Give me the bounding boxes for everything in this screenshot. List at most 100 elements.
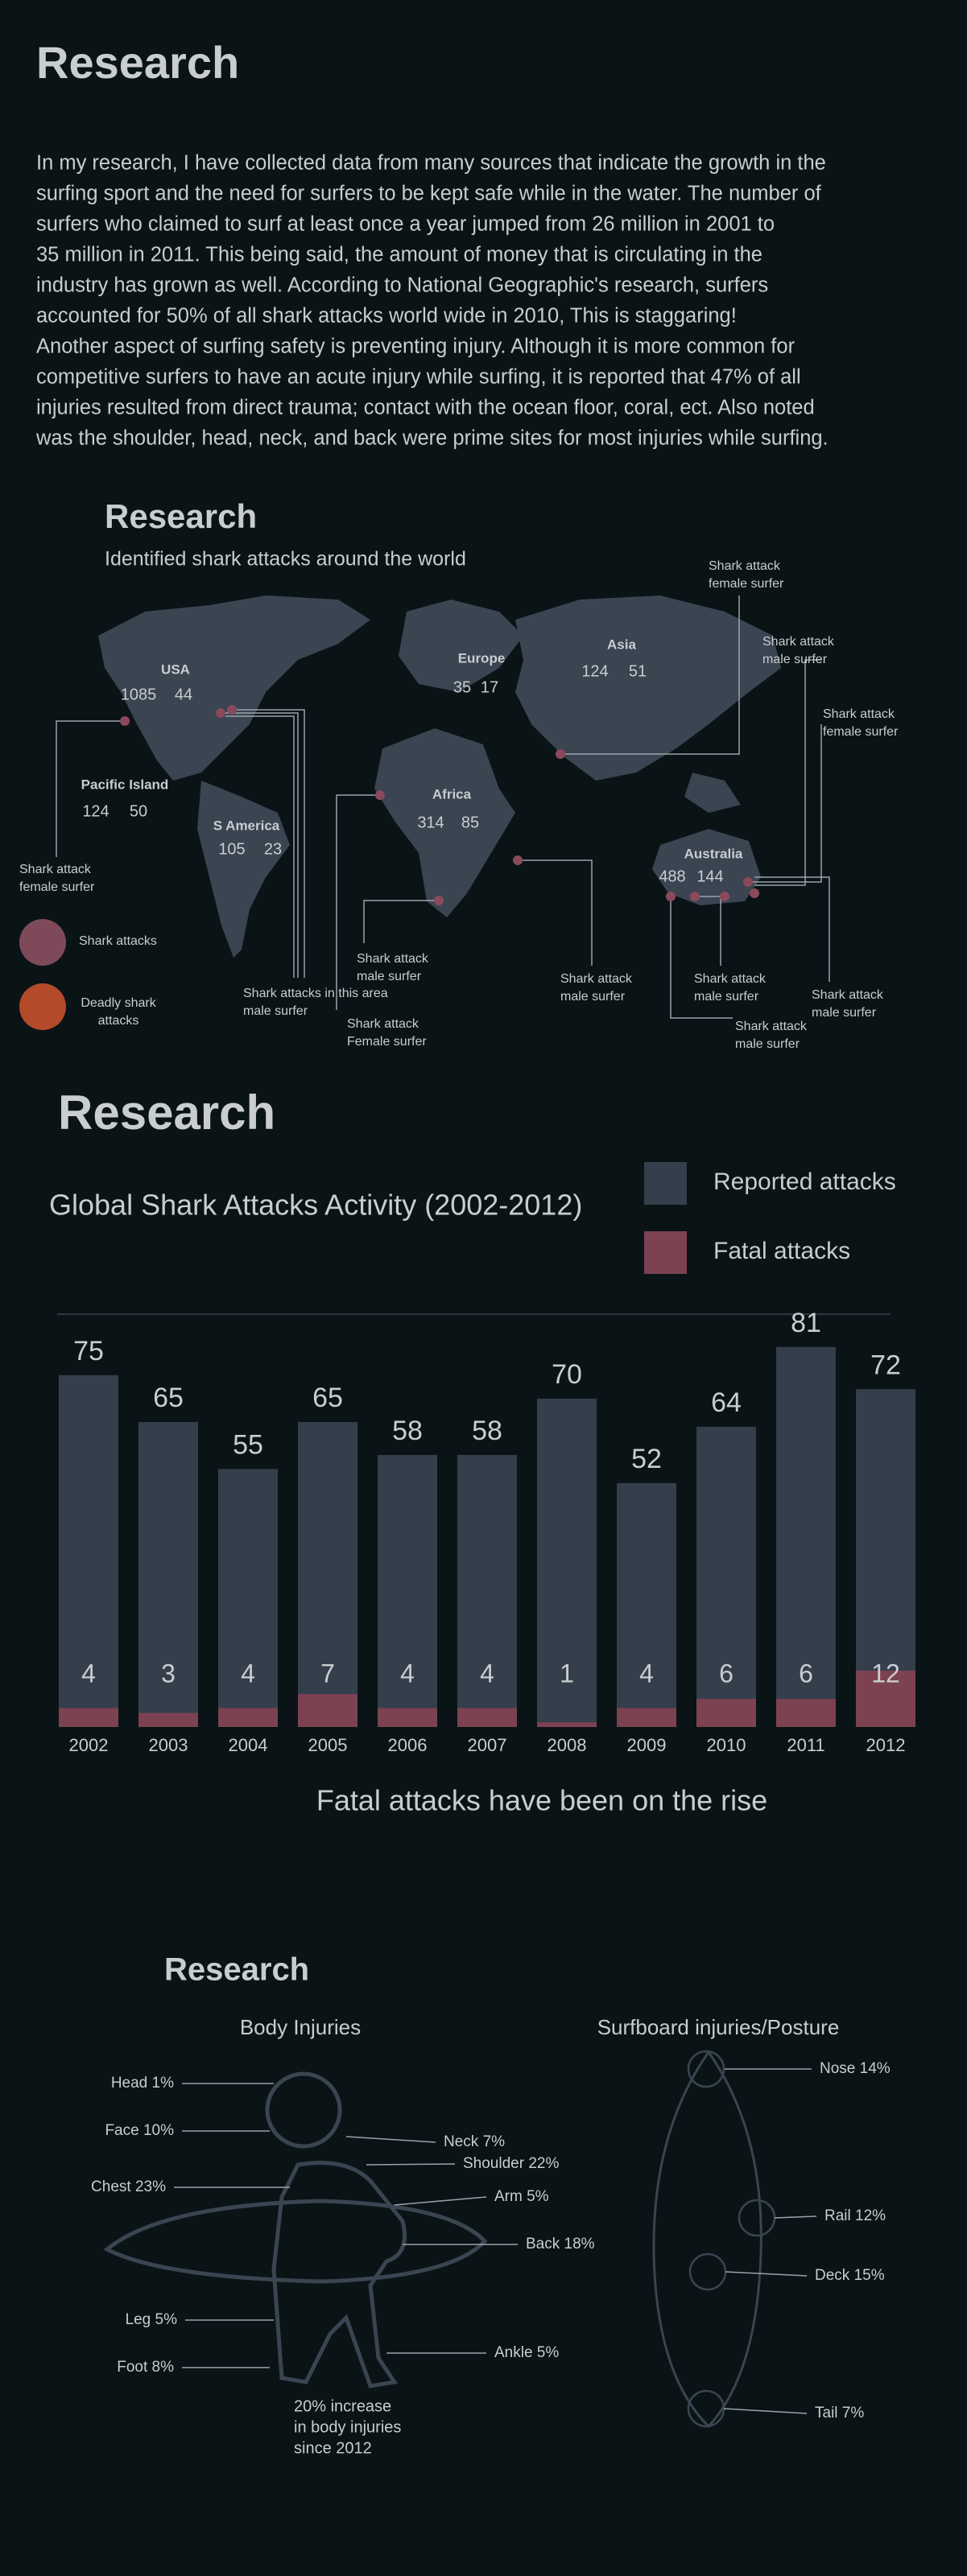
paragraph-line: industry has grown as well. According to… bbox=[36, 274, 768, 297]
body-figure bbox=[103, 2050, 776, 2429]
callout-label: Shark attacks in this area bbox=[243, 987, 388, 1000]
injury-label: Chest 23% bbox=[91, 2178, 166, 2195]
x-tick-label: 2004 bbox=[229, 1735, 268, 1755]
x-tick-label: 2007 bbox=[468, 1735, 507, 1755]
callout-label: Shark attack bbox=[357, 952, 429, 966]
bar bbox=[457, 1708, 517, 1727]
x-tick-label: 2010 bbox=[707, 1735, 746, 1755]
bar bbox=[617, 1708, 676, 1727]
injury-note: 20% increase bbox=[294, 2397, 391, 2415]
value-label: 55 bbox=[233, 1429, 263, 1460]
bar bbox=[59, 1708, 118, 1727]
heading: Research bbox=[36, 37, 239, 88]
value-label: 52 bbox=[631, 1444, 662, 1474]
callout-label: Shark attack bbox=[19, 863, 92, 876]
callout-label: Shark attack bbox=[812, 988, 884, 1002]
callout-label: female surfer bbox=[823, 725, 899, 739]
bar bbox=[537, 1722, 597, 1727]
injury-note: in body injuries bbox=[294, 2418, 401, 2436]
legend-swatch bbox=[644, 1162, 687, 1205]
bar bbox=[138, 1713, 198, 1727]
value-label: 7 bbox=[320, 1659, 335, 1688]
value-label: 65 bbox=[153, 1383, 184, 1413]
legend-label: Fatal attacks bbox=[713, 1238, 850, 1264]
legend-swatch bbox=[19, 919, 66, 966]
region-deadly: 23 bbox=[264, 840, 282, 858]
heading: Research bbox=[58, 1086, 275, 1140]
paragraph-line: was the shoulder, head, neck, and back w… bbox=[35, 427, 829, 450]
value-label: 75 bbox=[73, 1336, 104, 1366]
legend-label: Shark attacks bbox=[79, 934, 157, 948]
callout-label: male surfer bbox=[694, 990, 759, 1004]
value-label: 4 bbox=[81, 1659, 96, 1688]
bar bbox=[138, 1422, 198, 1727]
injury-label: Back 18% bbox=[526, 2236, 595, 2252]
region-attacks: 35 bbox=[453, 678, 471, 696]
bar bbox=[378, 1454, 437, 1727]
legend-label: Deadly shark bbox=[81, 996, 156, 1010]
x-tick-label: 2003 bbox=[149, 1735, 188, 1755]
x-tick-label: 2012 bbox=[866, 1735, 906, 1755]
injury-label: Leg 5% bbox=[126, 2311, 178, 2328]
value-label: 4 bbox=[241, 1659, 255, 1688]
bar bbox=[298, 1694, 357, 1727]
bar bbox=[218, 1469, 278, 1727]
region-attacks: 314 bbox=[417, 814, 444, 831]
legend-swatch bbox=[644, 1231, 687, 1274]
injury-note: since 2012 bbox=[294, 2439, 372, 2457]
bar bbox=[378, 1708, 437, 1727]
injury-label: Foot 8% bbox=[117, 2359, 174, 2376]
region-attacks: 488 bbox=[659, 868, 685, 885]
callout-label: male surfer bbox=[762, 653, 828, 666]
region-deadly: 51 bbox=[629, 662, 647, 680]
callout-label: female surfer bbox=[709, 577, 784, 591]
bar bbox=[457, 1454, 517, 1727]
paragraph-line: accounted for 50% of all shark attacks w… bbox=[36, 305, 737, 328]
value-label: 65 bbox=[312, 1383, 343, 1413]
x-tick-label: 2009 bbox=[627, 1735, 667, 1755]
region-name: USA bbox=[161, 662, 190, 677]
value-label: 1 bbox=[560, 1659, 574, 1688]
region-deadly: 44 bbox=[175, 686, 192, 703]
region-deadly: 85 bbox=[461, 814, 479, 831]
callout-label: male surfer bbox=[357, 970, 422, 983]
paragraph-line: 35 million in 2011. This being said, the… bbox=[36, 244, 762, 266]
region-name: Europe bbox=[458, 650, 506, 666]
x-tick-label: 2005 bbox=[308, 1735, 348, 1755]
paragraph-line: surfers who claimed to surf at least onc… bbox=[36, 213, 775, 236]
value-label: 81 bbox=[791, 1308, 821, 1338]
chart-title: Global Shark Attacks Activity (2002-2012… bbox=[49, 1189, 582, 1222]
injury-label: Neck 7% bbox=[444, 2133, 505, 2150]
injury-lines bbox=[174, 2068, 817, 2414]
callout-label: male surfer bbox=[735, 1037, 800, 1051]
paragraph-line: In my research, I have collected data fr… bbox=[36, 152, 826, 175]
callout-label: Shark attack bbox=[823, 707, 895, 721]
value-label: 3 bbox=[161, 1659, 176, 1688]
value-label: 4 bbox=[480, 1659, 494, 1688]
bar bbox=[776, 1346, 836, 1727]
bar bbox=[59, 1375, 118, 1727]
legend-label: Reported attacks bbox=[713, 1168, 896, 1195]
bar bbox=[696, 1699, 756, 1727]
legend-label: attacks bbox=[98, 1014, 139, 1028]
value-label: 64 bbox=[711, 1387, 742, 1418]
callout-label: Shark attack bbox=[709, 559, 781, 573]
region-deadly: 50 bbox=[130, 802, 147, 820]
region-deadly: 144 bbox=[696, 868, 723, 885]
value-label: 4 bbox=[639, 1659, 654, 1688]
board-label: Nose 14% bbox=[820, 2060, 891, 2077]
region-name: Africa bbox=[432, 786, 472, 802]
injury-label: Ankle 5% bbox=[494, 2344, 559, 2361]
callout-label: Shark attack bbox=[694, 972, 767, 986]
callout-label: female surfer bbox=[19, 880, 95, 894]
callout-lines bbox=[56, 596, 830, 1019]
value-label: 70 bbox=[552, 1359, 582, 1390]
paragraph-line: Another aspect of surfing safety is prev… bbox=[36, 336, 796, 358]
map-subtitle: Identified shark attacks around the worl… bbox=[105, 548, 466, 571]
injury-label: Face 10% bbox=[105, 2122, 174, 2139]
heading: Research bbox=[105, 497, 257, 535]
board-label: Rail 12% bbox=[824, 2207, 886, 2224]
value-label: 6 bbox=[719, 1659, 734, 1688]
